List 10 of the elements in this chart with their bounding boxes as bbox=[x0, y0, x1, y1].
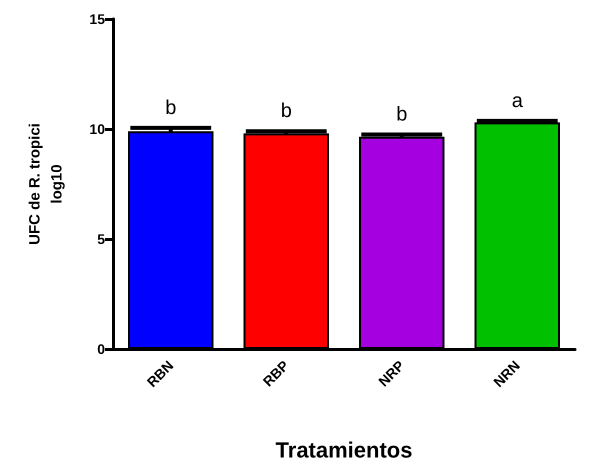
annotation: b bbox=[280, 100, 292, 122]
y-tick-label: 15 bbox=[89, 11, 106, 27]
y-axis-title: UFC de R. tropici log10 bbox=[26, 123, 66, 245]
annotation: b bbox=[396, 104, 408, 126]
y-tick-label: 5 bbox=[97, 231, 106, 247]
y-tick-label: 10 bbox=[89, 121, 106, 137]
y-tick-label: 0 bbox=[97, 341, 106, 357]
annotation: b bbox=[165, 96, 176, 119]
x-axis-title: Tratamientos bbox=[276, 438, 412, 462]
annotation: a bbox=[512, 90, 524, 112]
